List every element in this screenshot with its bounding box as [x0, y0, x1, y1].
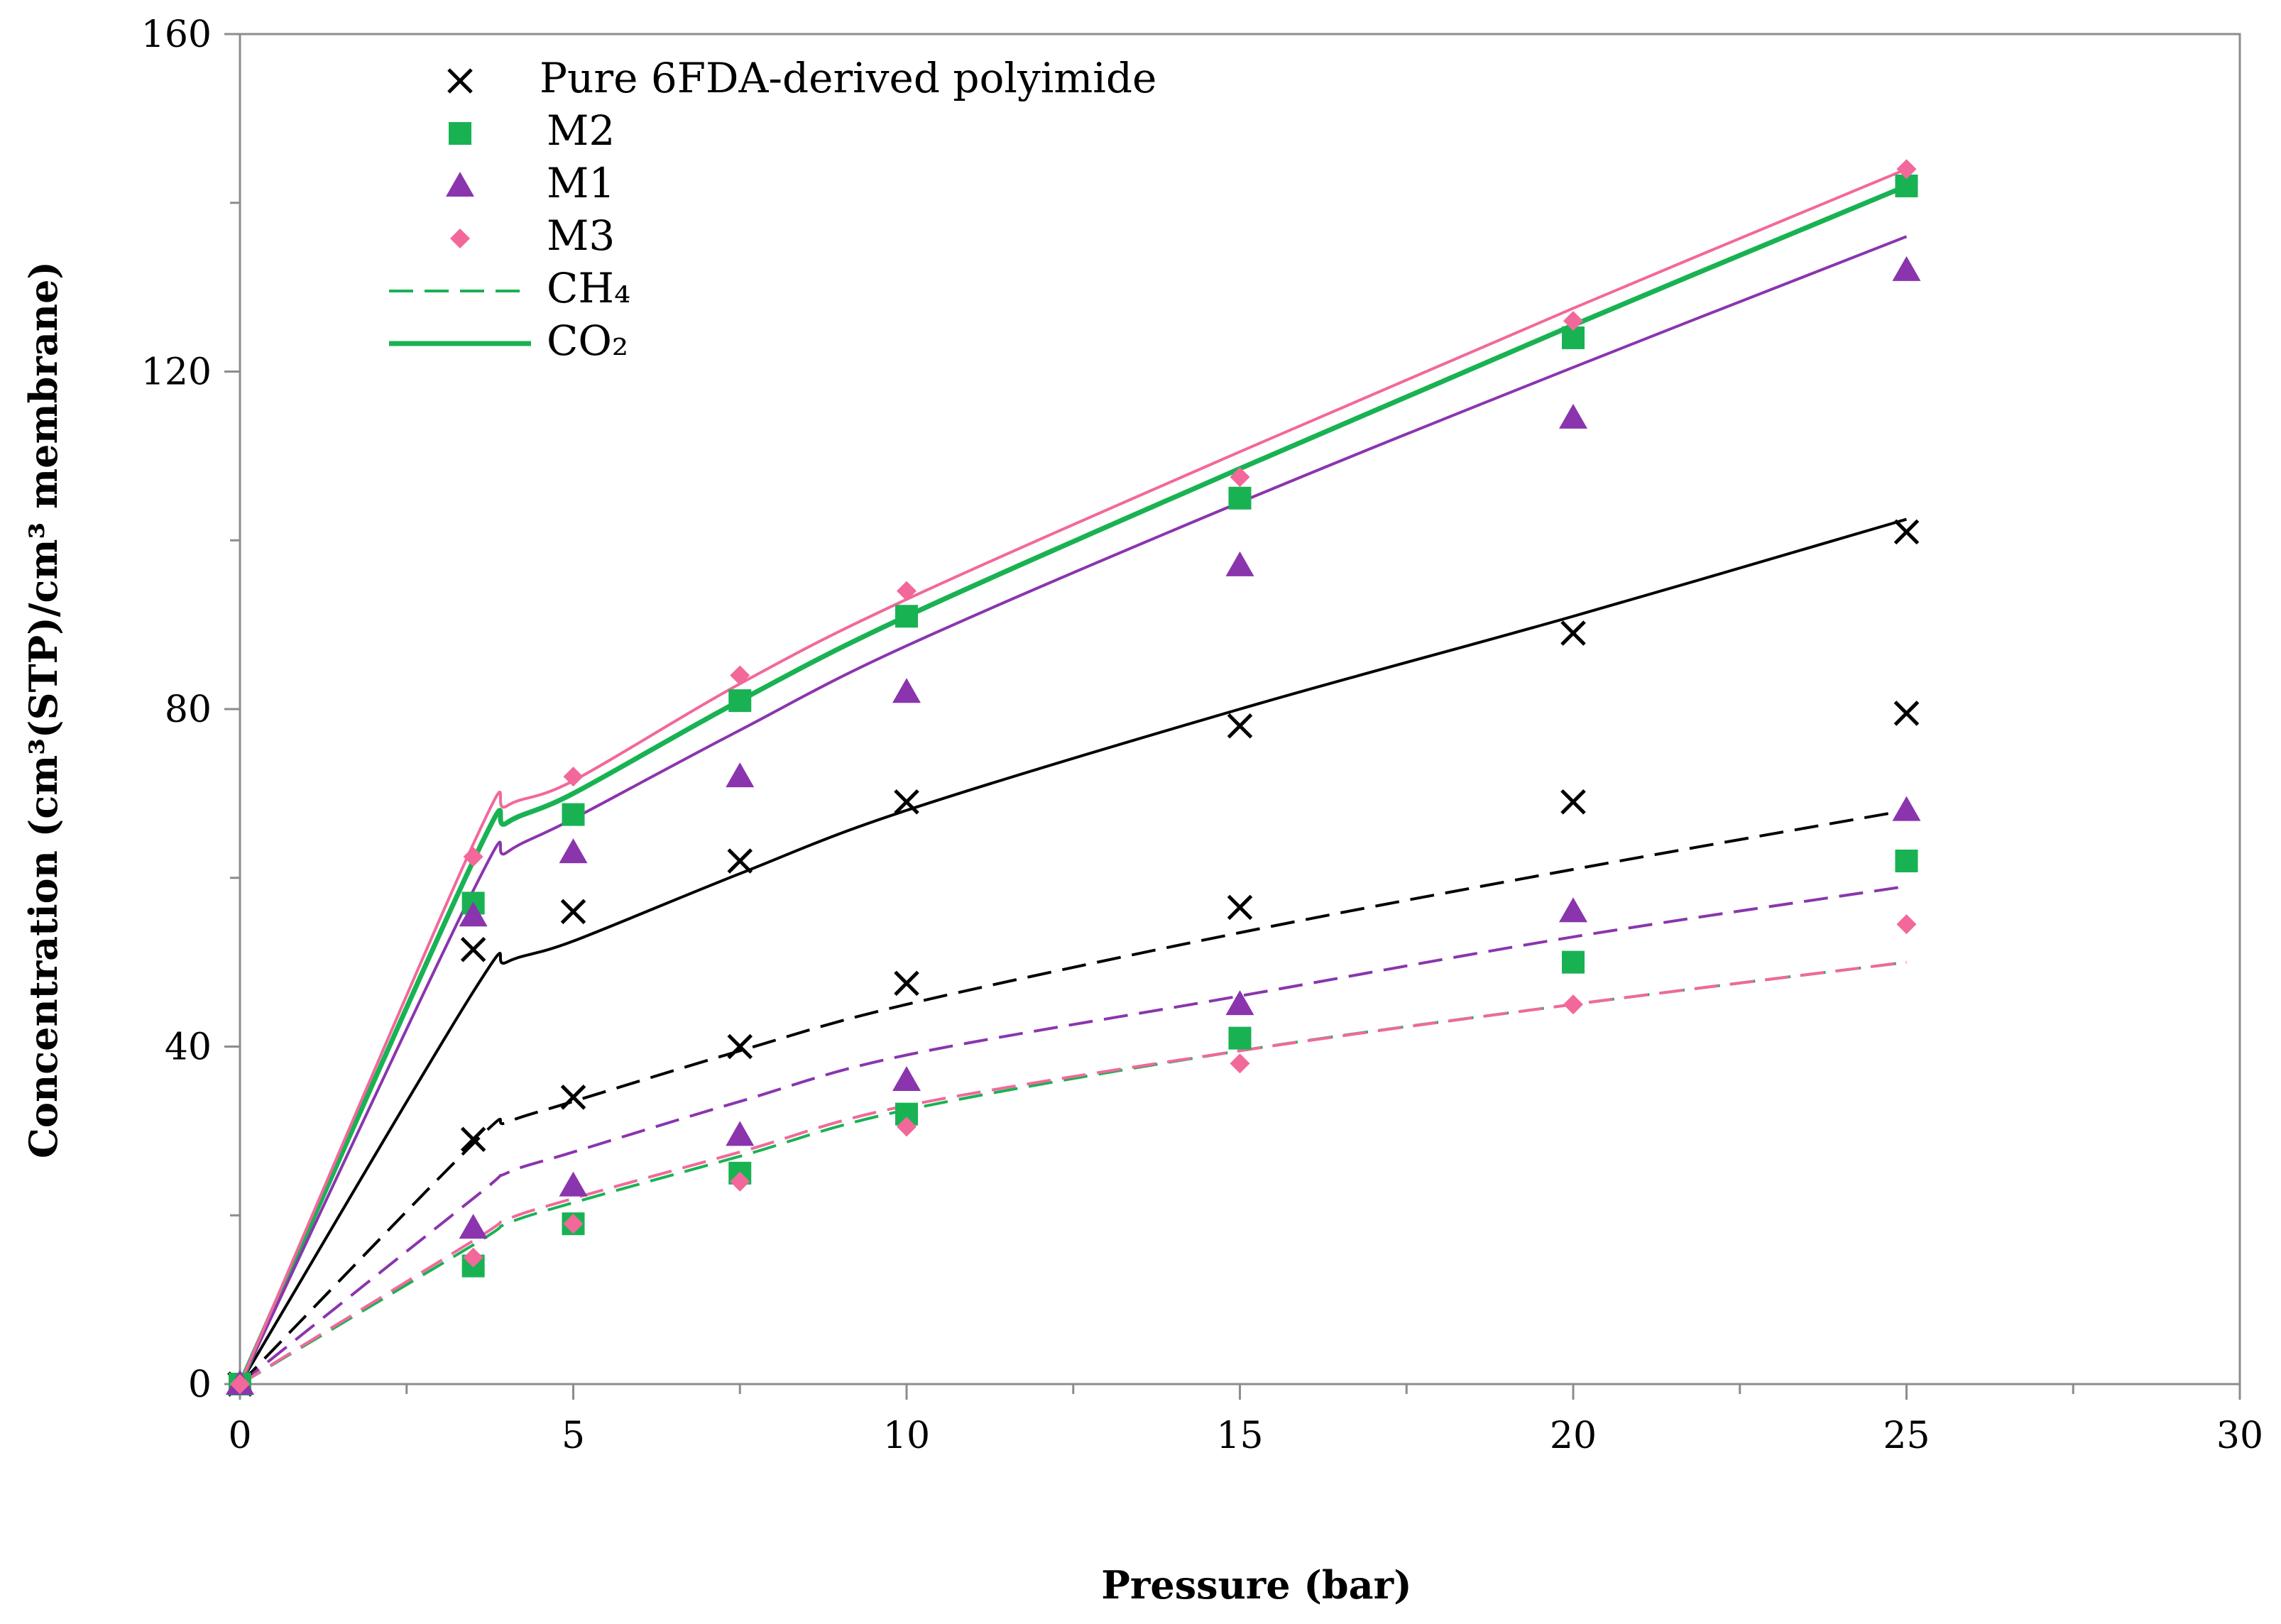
data-point-x [460, 1126, 486, 1153]
data-point-triangle [1892, 796, 1921, 821]
data-point-x [1227, 894, 1253, 921]
y-tick-label: 0 [188, 1364, 212, 1406]
data-point-diamond [563, 1214, 584, 1234]
data-point-diamond [897, 1116, 917, 1137]
x-tick-label: 0 [228, 1415, 251, 1457]
legend-marker-square [449, 122, 471, 145]
data-point-diamond [1896, 914, 1917, 935]
x-tick-label: 5 [562, 1415, 585, 1457]
data-point-triangle [892, 1066, 921, 1092]
data-point-triangle [1559, 403, 1587, 429]
legend-label: CH₄ [547, 264, 630, 312]
data-point-triangle [726, 1121, 755, 1146]
data-point-square [895, 605, 918, 628]
x-tick-label: 25 [1883, 1415, 1930, 1457]
data-point-diamond [1563, 994, 1583, 1015]
data-point-x [1893, 519, 1920, 545]
fit-line-m3-co2-fit [239, 168, 1908, 1385]
data-point-square [562, 803, 585, 826]
legend-label: Pure 6FDA-derived polyimide [540, 54, 1156, 102]
x-tick-label: 30 [2216, 1415, 2263, 1457]
legend-label: M2 [547, 106, 615, 155]
data-point-diamond [230, 1374, 250, 1394]
y-tick-label: 80 [165, 688, 212, 731]
legend-label: CO₂ [547, 317, 628, 365]
data-point-triangle [459, 901, 488, 927]
y-axis-ticks: 0 40 80 120 160 [141, 13, 240, 1406]
data-point-x [1893, 701, 1920, 726]
fit-line-m3-ch4-fit [239, 960, 1907, 1386]
data-point-diamond [563, 767, 584, 787]
legend-marker-x [447, 68, 473, 94]
legend-label: M1 [547, 159, 615, 207]
x-axis-title: Pressure (bar) [1101, 1562, 1411, 1608]
data-point-triangle [1892, 256, 1921, 281]
data-point-triangle [1225, 990, 1254, 1016]
data-point-x [560, 1085, 586, 1110]
data-point-x [1560, 789, 1586, 815]
data-point-triangle [459, 1214, 488, 1239]
y-axis-title: Concentration (cm³(STP)/cm³ membrane) [21, 261, 66, 1158]
data-point-x [460, 937, 486, 962]
data-point-diamond [730, 665, 750, 686]
data-point-x [727, 1033, 753, 1060]
data-point-diamond [463, 1247, 483, 1268]
data-point-square [1562, 950, 1585, 974]
data-point-square [1895, 849, 1918, 872]
fit-line-pure-6fda-derived-polyimide-ch4-fit [239, 808, 1907, 1386]
data-point-x [1227, 713, 1253, 739]
x-axis-ticks: 0 5 10 15 20 25 30 [228, 1384, 2263, 1457]
fit-line-m1-ch4-fit [239, 884, 1907, 1386]
data-point-square [728, 689, 752, 713]
data-point-triangle [1225, 551, 1254, 576]
data-point-triangle [1559, 897, 1587, 923]
x-tick-label: 15 [1216, 1415, 1263, 1457]
legend-label: M3 [547, 212, 615, 260]
fit-lines [237, 168, 1908, 1386]
data-point-x [560, 899, 586, 925]
data-point-x [727, 848, 753, 874]
data-point-x [894, 789, 919, 815]
data-point-diamond [1230, 467, 1250, 488]
data-point-triangle [726, 762, 755, 788]
data-point-diamond [1896, 159, 1917, 180]
data-point-diamond [463, 847, 483, 867]
data-point-x [1560, 620, 1586, 646]
x-tick-label: 10 [883, 1415, 930, 1457]
x-tick-label: 20 [1550, 1415, 1597, 1457]
data-point-diamond [1563, 311, 1583, 331]
fit-line-m2-co2-fit [237, 183, 1908, 1386]
data-point-triangle [559, 838, 588, 864]
data-markers [226, 159, 1921, 1397]
y-tick-label: 160 [141, 13, 212, 56]
data-point-diamond [1230, 1053, 1250, 1074]
y-tick-label: 40 [165, 1026, 212, 1069]
data-point-diamond [897, 581, 917, 601]
legend-marker-diamond [450, 229, 470, 248]
legend-marker-triangle [446, 172, 474, 197]
data-point-triangle [892, 678, 921, 703]
fit-line-pure-6fda-derived-polyimide-co2-fit [239, 517, 1908, 1386]
data-point-x [894, 970, 919, 997]
data-point-square [1228, 1026, 1252, 1050]
data-point-diamond [730, 1171, 750, 1192]
y-tick-label: 120 [141, 351, 212, 394]
fit-line-m1-co2-fit [239, 235, 1908, 1385]
data-point-square [1228, 486, 1252, 510]
data-point-triangle [559, 1171, 588, 1197]
